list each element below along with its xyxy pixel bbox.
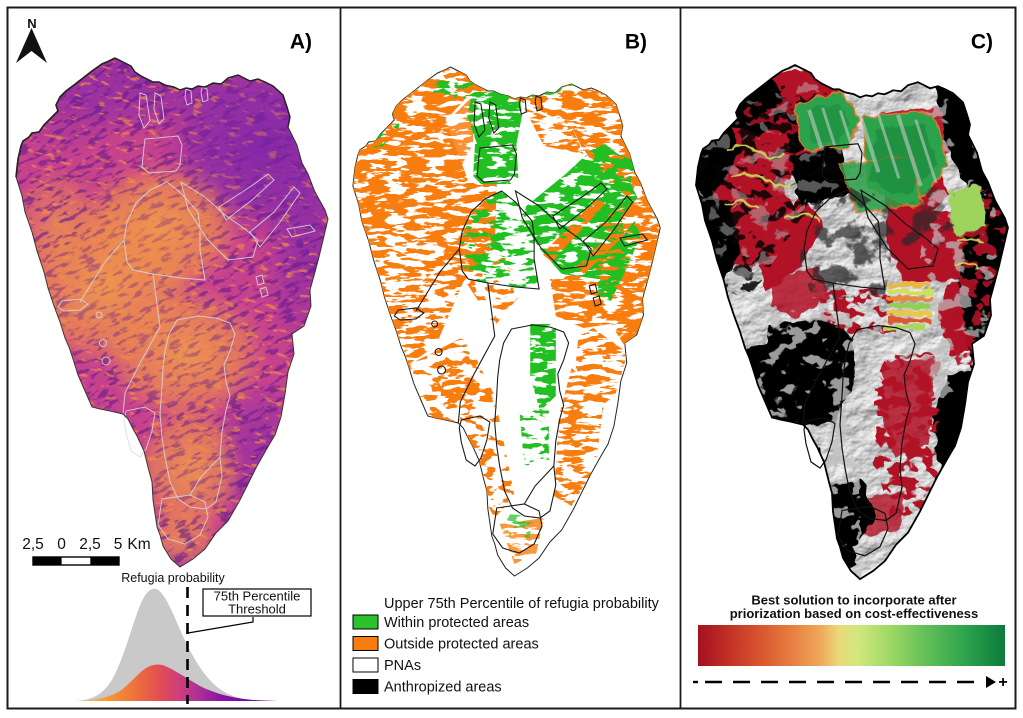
svg-text:Outside protected areas: Outside protected areas: [384, 637, 539, 653]
svg-text:2,5: 2,5: [79, 536, 101, 553]
svg-text:Threshold: Threshold: [228, 602, 286, 617]
svg-text:2,5: 2,5: [22, 536, 44, 553]
svg-text:Within protected areas: Within protected areas: [384, 615, 529, 631]
svg-text:PNAs: PNAs: [384, 658, 421, 674]
svg-text:B): B): [625, 31, 647, 54]
svg-text:5: 5: [114, 536, 123, 553]
svg-text:Upper 75th Percentile of refug: Upper 75th Percentile of refugia probabi…: [384, 596, 660, 612]
svg-text:+: +: [998, 674, 1007, 691]
svg-text:Km: Km: [127, 536, 150, 553]
svg-text:N: N: [27, 16, 36, 31]
svg-text:C): C): [971, 31, 993, 54]
svg-text:0: 0: [57, 536, 66, 553]
svg-text:A): A): [290, 31, 312, 54]
svg-text:Best solution to incorporate a: Best solution to incorporate after: [751, 593, 956, 608]
svg-text:75th Percentile: 75th Percentile: [214, 589, 301, 604]
svg-text:Refugia probability: Refugia probability: [121, 571, 225, 585]
svg-text:Anthropized areas: Anthropized areas: [384, 680, 502, 696]
svg-text:priorization based on cost-eff: priorization based on cost-effectiveness: [730, 606, 979, 621]
